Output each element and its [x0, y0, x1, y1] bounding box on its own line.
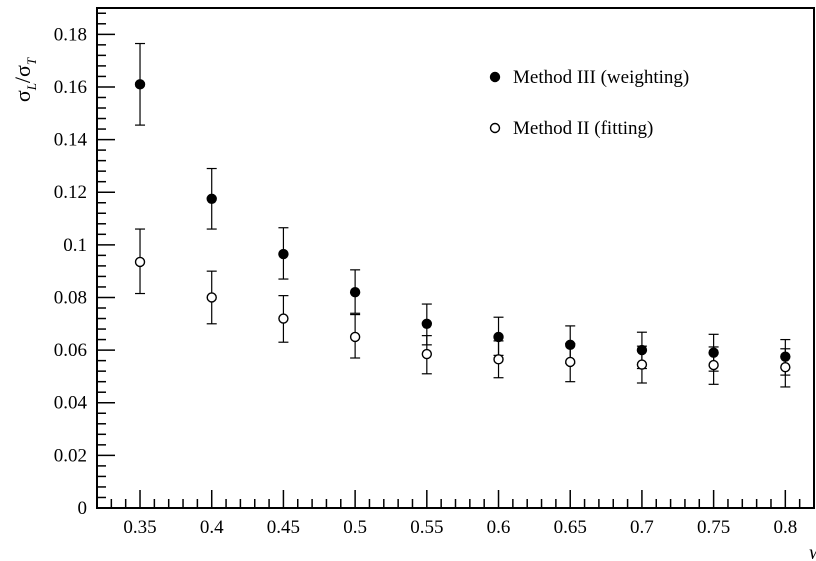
- open-circle-point: [780, 362, 791, 373]
- plot-border: [96, 7, 815, 509]
- x-tick-label: 0.65: [554, 517, 587, 538]
- y-tick-label: 0.14: [54, 130, 88, 151]
- y-tick-label: 0.06: [54, 340, 87, 361]
- legend-label: Method II (fitting): [513, 118, 653, 139]
- x-tick-label: 0.35: [123, 517, 156, 538]
- filled-circle-point: [134, 79, 146, 90]
- y-tick-label: 0.08: [54, 287, 87, 308]
- open-circle-point: [493, 354, 504, 365]
- y-tick-label: 0.18: [54, 24, 87, 45]
- filled-circle-point: [493, 331, 504, 343]
- x-axis-label: w: [809, 542, 816, 561]
- open-circle-point: [636, 359, 648, 370]
- x-tick-label: 0.7: [630, 517, 654, 538]
- open-circle-point: [278, 313, 289, 324]
- open-circle-point: [708, 359, 719, 371]
- y-tick-label: 0: [78, 498, 88, 519]
- legend: Method III (weighting) Method II (fitting…: [489, 67, 689, 139]
- legend-marker: [489, 71, 501, 83]
- x-tick-label: 0.6: [487, 517, 511, 538]
- y-tick-label: 0.02: [54, 445, 87, 466]
- legend-label: Method III (weighting): [513, 67, 689, 88]
- filled-circle-point: [206, 193, 217, 204]
- y-axis-label: σL/σT: [10, 57, 39, 102]
- open-circle-point: [565, 356, 576, 368]
- open-circle-point: [206, 292, 217, 303]
- filled-circle-point: [421, 318, 433, 329]
- y-axis: 0 0.02 0.04 0.06 0.08 0.1 0.12 0.14 0.16 0.18: [54, 12, 115, 519]
- data-points: [134, 42, 791, 388]
- plot-frame: [96, 7, 815, 509]
- open-circle-point: [421, 348, 433, 360]
- x-axis: 0.35 0.4 0.45 0.5 0.55 0.6 0.65 0.7 0.75 0.8: [96, 490, 815, 538]
- open-circle-point: [134, 256, 146, 268]
- y-tick-label: 0.16: [54, 77, 87, 98]
- legend-marker: [489, 122, 501, 134]
- filled-circle-point: [278, 248, 289, 260]
- open-circle-point: [349, 331, 361, 343]
- y-tick-label: 0.12: [54, 182, 87, 203]
- filled-circle-point: [349, 287, 361, 298]
- x-tick-label: 0.5: [343, 517, 367, 538]
- x-tick-label: 0.45: [267, 517, 300, 538]
- x-tick-label: 0.75: [697, 517, 730, 538]
- x-tick-label: 0.8: [773, 517, 797, 538]
- x-tick-label: 0.4: [200, 517, 224, 538]
- y-tick-label: 0.1: [63, 235, 87, 256]
- y-tick-label: 0.04: [54, 393, 88, 414]
- x-tick-label: 0.55: [410, 517, 443, 538]
